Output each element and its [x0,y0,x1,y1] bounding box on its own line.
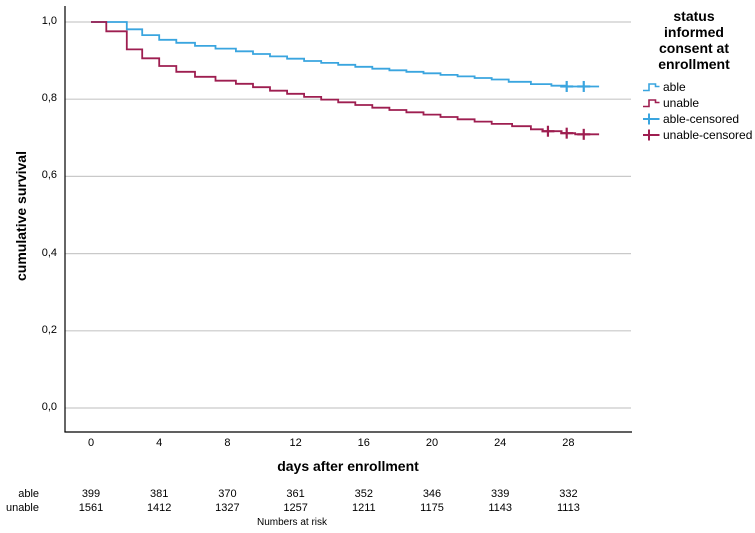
x-axis-title: days after enrollment [277,458,419,474]
legend-item-unable-censored: unable-censored [643,127,752,143]
risk-value: 1561 [78,501,104,514]
risk-value: 1412 [146,501,172,514]
step-line-icon [643,83,660,92]
legend-items: able unable able-censored unable-censored [643,79,752,143]
plus-marker-icon [643,129,660,141]
x-tick-label: 20 [425,437,439,449]
legend-item-unable: unable [643,95,752,111]
risk-table-caption: Numbers at risk [256,517,327,528]
risk-row-label: able [18,488,39,500]
plus-marker-icon [643,113,660,125]
x-tick-label: 28 [562,437,575,449]
legend-label: able-censored [663,112,740,126]
legend-label: unable [663,96,700,110]
risk-value: 346 [422,488,442,500]
risk-value: 339 [491,488,510,500]
risk-value: 332 [559,488,578,500]
risk-value: 352 [354,488,373,500]
y-tick-label: 0,8 [41,92,57,105]
risk-value: 1113 [556,501,580,514]
legend: status informed consent at enrollment ab… [642,8,754,142]
legend-label: able [663,80,686,94]
x-tick-label: 12 [289,437,302,449]
y-tick-label: 0,6 [41,169,57,182]
y-tick-label: 0,0 [41,401,57,413]
risk-value: 381 [150,488,169,500]
y-tick-label: 0,2 [41,323,57,336]
risk-value: 399 [81,488,101,500]
risk-value: 1175 [420,501,444,514]
legend-item-able: able [643,79,752,95]
y-tick-label: 1,0 [41,15,57,27]
risk-value: 1143 [488,501,513,514]
x-tick-label: 16 [357,437,370,449]
risk-value: 1327 [215,501,240,514]
risk-value: 370 [218,488,237,500]
y-axis-title: cumulative survival [13,151,29,281]
x-tick-label: 0 [87,437,95,449]
x-tick-label: 24 [494,437,507,449]
able-curve [91,21,600,88]
risk-value: 1211 [351,501,376,514]
unable-curve [91,21,600,136]
x-tick-label: 4 [156,437,163,449]
legend-title: status informed consent at enrollment [658,8,730,72]
y-tick-label: 0,4 [41,246,57,259]
risk-row-label: unable [5,501,39,514]
x-tick-label: 8 [224,437,231,449]
legend-item-able-censored: able-censored [643,111,752,127]
risk-value: 361 [286,488,305,500]
step-line-icon [643,99,660,108]
risk-value: 1257 [283,501,308,514]
legend-label: unable-censored [663,128,753,142]
